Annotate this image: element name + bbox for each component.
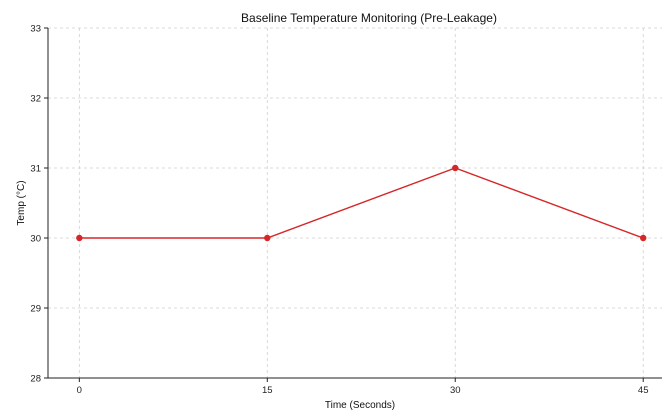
x-tick-label: 0	[77, 385, 82, 396]
y-tick-label: 32	[30, 94, 41, 105]
x-tick-label: 30	[450, 385, 461, 396]
x-tick-label: 45	[638, 385, 649, 396]
axes	[47, 28, 662, 379]
grid	[48, 27, 662, 379]
data-point	[76, 234, 83, 242]
y-tick-label: 29	[30, 304, 41, 315]
x-tick-label: 15	[262, 385, 273, 396]
x-axis-label: Time (Seconds)	[325, 400, 395, 411]
y-tick-label: 30	[30, 234, 41, 245]
x-axis-ticks: 0 15 30 45	[77, 378, 649, 396]
y-tick-label: 28	[30, 374, 41, 385]
y-axis-ticks: 28 29 30 31 32 33	[30, 24, 48, 385]
data-point	[640, 234, 647, 242]
y-axis-label: Temp (°C)	[16, 180, 27, 225]
y-tick-label: 31	[30, 164, 41, 175]
series-layer	[76, 164, 647, 242]
data-point	[264, 234, 271, 242]
series-line	[79, 167, 644, 239]
y-tick-label: 33	[30, 24, 41, 35]
chart-title: Baseline Temperature Monitoring (Pre-Lea…	[241, 11, 497, 25]
data-point	[452, 164, 459, 172]
